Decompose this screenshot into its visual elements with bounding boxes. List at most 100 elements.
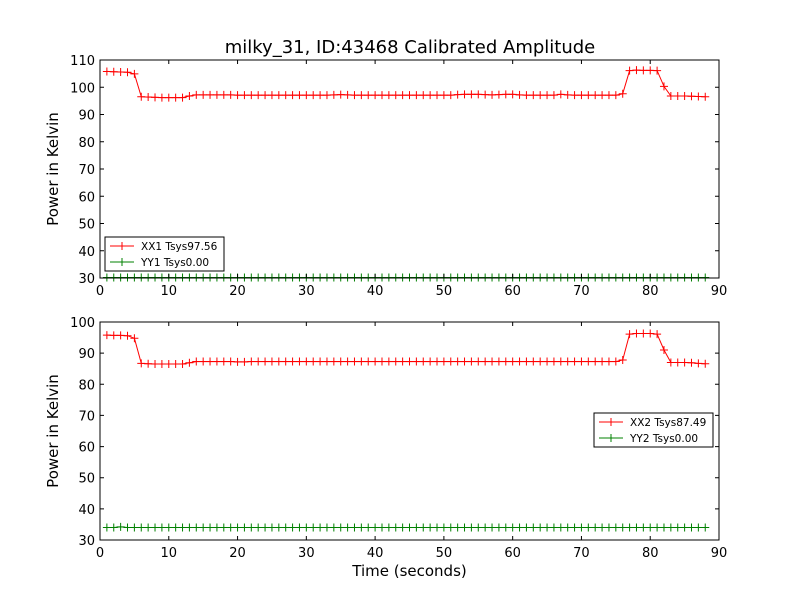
- data-point: [199, 273, 208, 282]
- x-tick-label: 10: [161, 546, 178, 561]
- data-point: [611, 273, 620, 282]
- data-point: [343, 273, 352, 282]
- data-point: [281, 91, 290, 100]
- data-point: [123, 273, 132, 282]
- data-point: [604, 273, 613, 282]
- legend-label: YY2 Tsys0.00: [629, 433, 698, 445]
- data-point: [570, 357, 579, 366]
- data-point: [577, 357, 586, 366]
- data-point: [336, 357, 345, 366]
- y-tick-label: 50: [78, 218, 95, 233]
- legend-marker: [118, 242, 126, 250]
- data-point: [625, 66, 634, 75]
- data-point: [426, 357, 435, 366]
- data-point: [329, 523, 338, 532]
- data-point: [488, 273, 497, 282]
- data-point: [261, 91, 270, 100]
- data-point: [508, 90, 517, 99]
- data-point: [247, 91, 256, 100]
- data-point: [219, 273, 228, 282]
- data-point: [563, 523, 572, 532]
- data-point: [254, 273, 263, 282]
- data-point: [274, 523, 283, 532]
- x-tick-label: 50: [436, 284, 453, 299]
- data-point: [192, 523, 201, 532]
- data-point: [212, 357, 221, 366]
- data-point: [474, 273, 483, 282]
- data-point: [371, 357, 380, 366]
- data-point: [611, 91, 620, 100]
- x-tick-label: 70: [573, 546, 590, 561]
- data-point: [343, 357, 352, 366]
- data-point: [178, 273, 187, 282]
- data-point: [295, 357, 304, 366]
- data-point: [446, 273, 455, 282]
- y-axis-label: Power in Kelvin: [44, 112, 62, 226]
- data-point: [144, 359, 153, 368]
- data-point: [618, 89, 627, 98]
- data-point: [412, 523, 421, 532]
- data-point: [144, 273, 153, 282]
- data-point: [185, 523, 194, 532]
- data-point: [419, 523, 428, 532]
- x-tick-label: 70: [573, 284, 590, 299]
- data-point: [130, 334, 139, 343]
- data-point: [226, 523, 235, 532]
- data-point: [398, 273, 407, 282]
- data-point: [556, 90, 565, 99]
- data-point: [653, 523, 662, 532]
- data-point: [591, 91, 600, 100]
- data-point: [288, 523, 297, 532]
- data-point: [543, 91, 552, 100]
- x-tick-label: 60: [504, 546, 521, 561]
- data-point: [625, 273, 634, 282]
- data-point: [501, 273, 510, 282]
- data-point: [178, 93, 187, 102]
- data-point: [116, 273, 125, 282]
- data-point: [157, 93, 166, 102]
- plot-frame: [99, 321, 720, 541]
- data-point: [226, 357, 235, 366]
- data-point: [687, 92, 696, 101]
- data-point: [460, 90, 469, 99]
- data-point: [206, 273, 215, 282]
- data-point: [467, 273, 476, 282]
- data-point: [646, 523, 655, 532]
- data-point: [309, 273, 318, 282]
- data-point: [515, 523, 524, 532]
- data-point: [433, 357, 442, 366]
- data-point: [288, 273, 297, 282]
- legend-entry: XX1 Tsys97.56: [110, 241, 218, 253]
- data-point: [405, 523, 414, 532]
- legend-marker: [607, 418, 615, 426]
- data-point: [570, 91, 579, 100]
- data-point: [364, 523, 373, 532]
- data-point: [529, 523, 538, 532]
- legend: XX1 Tsys97.56 YY1 Tsys0.00: [104, 236, 225, 272]
- data-point: [515, 357, 524, 366]
- y-tick-label: 110: [70, 54, 95, 69]
- x-tick-label: 30: [298, 284, 315, 299]
- data-point: [164, 360, 173, 369]
- x-tick-label: 50: [436, 546, 453, 561]
- data-point: [646, 329, 655, 338]
- x-tick-label: 0: [96, 546, 104, 561]
- data-point: [584, 357, 593, 366]
- data-point: [563, 273, 572, 282]
- data-point: [618, 273, 627, 282]
- data-point: [157, 273, 166, 282]
- data-point: [680, 91, 689, 100]
- data-point: [364, 273, 373, 282]
- data-point: [329, 357, 338, 366]
- data-point: [481, 523, 490, 532]
- data-point: [494, 273, 503, 282]
- data-point: [151, 273, 160, 282]
- data-point: [151, 93, 160, 102]
- data-point: [254, 91, 263, 100]
- legend-box: [593, 412, 714, 448]
- data-point: [281, 273, 290, 282]
- data-point: [171, 93, 180, 102]
- data-point: [109, 273, 118, 282]
- data-point: [701, 273, 710, 282]
- data-point: [247, 273, 256, 282]
